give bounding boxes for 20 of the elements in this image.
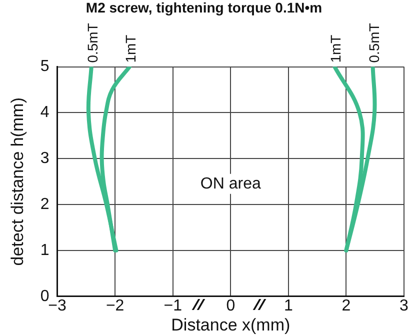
x-tick-label: −1: [164, 297, 182, 314]
x-tick-label: −3: [48, 297, 67, 314]
y-tick-label: 5: [40, 58, 50, 76]
x-tick-label: 0: [226, 297, 236, 314]
text: 0.5mT: [84, 22, 100, 63]
y-tick-label: 1: [40, 242, 50, 259]
y-tick-label: 4: [40, 104, 50, 122]
y-axis-title: detect distance h(mm): [8, 98, 27, 266]
annotation: ON area: [200, 175, 261, 192]
y-tick-label: 3: [40, 150, 50, 168]
x-axis-title: Distance x(mm): [171, 315, 290, 334]
text: 1mT: [122, 34, 139, 63]
chart-title: M2 screw, tightening torque 0.1N•m: [86, 0, 322, 16]
text: 1mT: [328, 34, 344, 63]
x-tick-label: 3: [400, 297, 409, 314]
text: 0.5mT: [366, 22, 382, 63]
y-tick-label: 2: [40, 196, 50, 213]
x-tick-label: 2: [342, 297, 351, 314]
x-tick-label: 1: [284, 297, 293, 314]
x-tick-label: −2: [106, 297, 124, 314]
